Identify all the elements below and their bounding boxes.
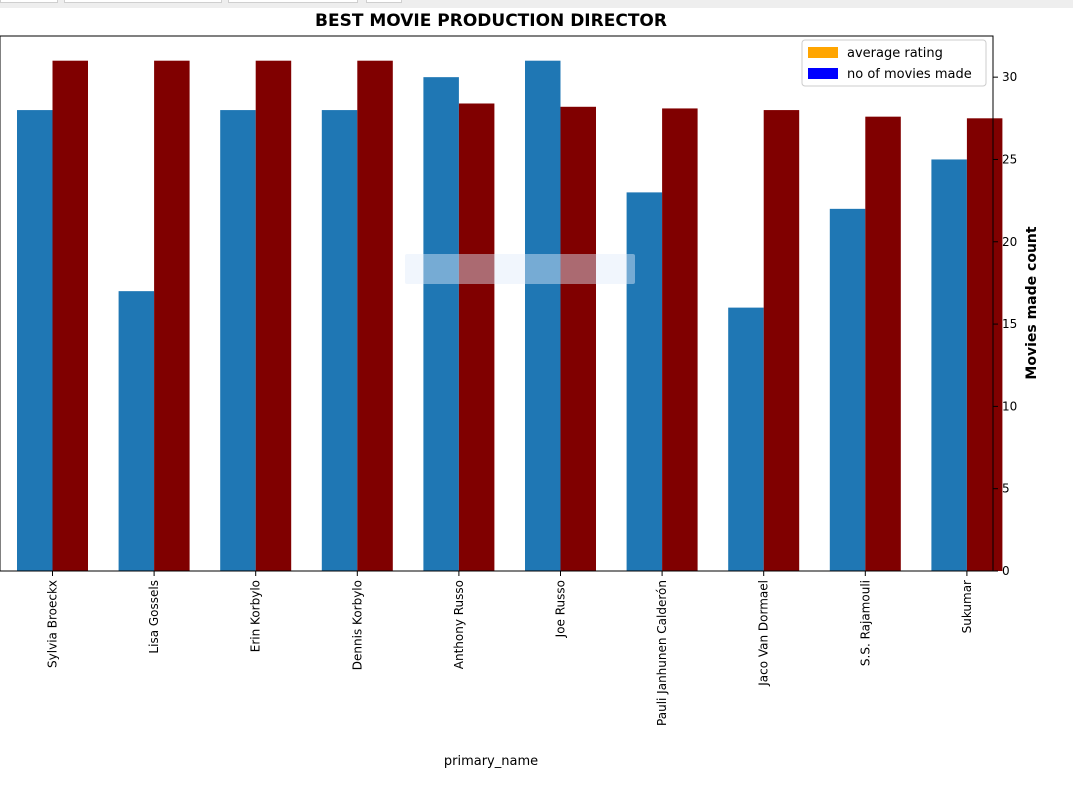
plot-frame <box>0 35 994 572</box>
legend-label-no-of-movies: no of movies made <box>847 67 972 82</box>
bar-series-1 <box>17 110 53 572</box>
x-axis-label: primary_name <box>444 754 538 769</box>
legend-swatch-no-of-movies <box>808 68 838 79</box>
x-tick-label: Jaco Van Dormael <box>757 580 771 687</box>
bar-series-2 <box>865 116 901 572</box>
legend-label-average-rating: average rating <box>847 46 943 61</box>
toolbar-tab[interactable] <box>64 0 222 3</box>
y-tick-label: 25 <box>1002 152 1017 166</box>
y-tick-label: 0 <box>1002 564 1010 578</box>
bar-series-2 <box>52 60 88 571</box>
x-tick-label: Lisa Gossels <box>147 580 161 654</box>
y-tick-label: 5 <box>1002 482 1010 496</box>
bar-series-1 <box>118 291 155 571</box>
y-tick-label: 15 <box>1002 317 1017 331</box>
y-axis: 0 5 10 15 20 25 30 <box>993 70 1017 578</box>
bar-series-2 <box>763 110 800 572</box>
y-axis-label: Movies made count <box>1024 226 1040 379</box>
legend: average rating no of movies made <box>801 39 987 87</box>
x-tick-label: S.S. Rajamouli <box>858 580 872 666</box>
bar-series-2 <box>154 60 190 571</box>
chart-title: BEST MOVIE PRODUCTION DIRECTOR <box>315 11 667 31</box>
bar-series-2 <box>560 106 596 572</box>
bar-series-2 <box>966 118 1003 572</box>
toolbar-tab[interactable] <box>0 0 58 3</box>
bar-series-1 <box>525 60 561 571</box>
y-tick-label: 30 <box>1002 70 1017 84</box>
x-tick-label: Sukumar <box>960 580 974 633</box>
legend-box <box>801 39 987 87</box>
bar-series-2 <box>255 60 292 571</box>
bar-series-1 <box>321 110 358 572</box>
x-axis: Sylvia Broeckx Lisa Gossels Erin Korbylo De… <box>46 571 974 726</box>
toolbar-tab[interactable] <box>366 0 402 3</box>
x-tick-label: Erin Korbylo <box>249 580 263 652</box>
bar-series-1 <box>829 208 866 571</box>
bar-series-2 <box>662 108 698 571</box>
bar-series-2 <box>357 60 393 571</box>
bar-series-2 <box>458 103 495 571</box>
legend-swatch-average-rating <box>808 47 838 58</box>
y-tick-label: 20 <box>1002 235 1017 249</box>
x-tick-label: Joe Russo <box>554 580 568 638</box>
bars-layer <box>17 60 1003 572</box>
x-tick-label: Anthony Russo <box>452 580 466 669</box>
bar-series-1 <box>423 77 459 572</box>
bar-series-1 <box>626 192 663 571</box>
bar-series-1 <box>931 159 967 571</box>
bar-series-1 <box>728 307 764 571</box>
notebook-top-strip <box>0 0 1073 8</box>
x-tick-label: Sylvia Broeckx <box>46 580 60 668</box>
y-tick-label: 10 <box>1002 399 1017 413</box>
x-tick-label: Pauli Janhunen Calderón <box>655 580 669 726</box>
toolbar-tab[interactable] <box>228 0 358 3</box>
x-tick-label: Dennis Korbylo <box>350 580 364 670</box>
bar-series-1 <box>220 110 256 572</box>
faded-overlay-badge <box>405 254 635 284</box>
